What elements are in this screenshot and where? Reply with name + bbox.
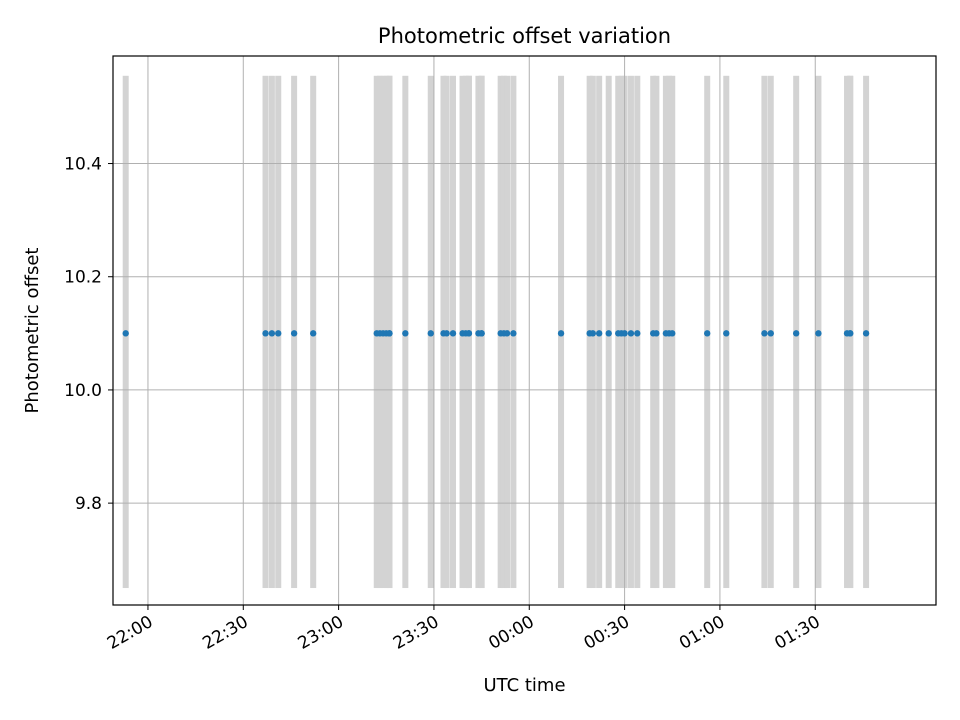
data-point <box>386 330 393 337</box>
grid-lines <box>113 56 936 605</box>
data-point <box>465 330 473 337</box>
data-point <box>653 330 660 337</box>
data-point <box>767 330 774 337</box>
data-point <box>723 330 730 337</box>
y-axis-ticks: 9.8 10.0 10.2 10.4 <box>64 155 113 514</box>
data-points <box>122 330 870 337</box>
y-tick-label: 10.0 <box>64 381 102 401</box>
data-point <box>275 330 282 337</box>
data-point <box>761 330 768 337</box>
y-tick-label: 10.4 <box>64 155 102 175</box>
data-point <box>704 330 711 337</box>
data-point <box>557 330 565 337</box>
exposure-bands <box>122 75 870 589</box>
data-point <box>290 330 298 337</box>
plot-area-frame <box>112 55 937 606</box>
x-tick-label: 23:30 <box>390 612 442 654</box>
data-point <box>478 330 485 337</box>
data-point <box>792 330 800 337</box>
x-axis-ticks: 22:00 22:30 23:00 23:30 00:00 00:30 01:00 01:30 <box>104 605 824 654</box>
data-point <box>847 330 854 337</box>
x-tick-label: 23:00 <box>295 612 347 654</box>
y-axis-label: Photometric offset <box>22 248 43 414</box>
data-point <box>268 330 276 337</box>
x-tick-label: 00:30 <box>581 612 633 654</box>
data-point <box>503 330 511 337</box>
data-point <box>862 330 870 337</box>
data-point <box>669 330 676 337</box>
x-tick-label: 00:00 <box>485 612 537 654</box>
data-point <box>309 330 317 337</box>
data-point <box>427 330 434 337</box>
data-point <box>627 330 635 337</box>
data-point <box>262 330 269 337</box>
data-point <box>589 330 597 337</box>
data-point <box>634 330 641 337</box>
x-axis-label: UTC time <box>483 675 565 696</box>
y-tick-label: 10.2 <box>64 268 102 288</box>
x-tick-label: 22:30 <box>199 612 251 654</box>
x-tick-label: 01:00 <box>676 612 728 654</box>
x-tick-label: 22:00 <box>104 612 156 654</box>
data-point <box>621 330 628 337</box>
data-point <box>510 330 517 337</box>
data-point <box>402 330 409 337</box>
data-point <box>122 330 129 337</box>
data-point <box>605 330 612 337</box>
x-tick-label: 01:30 <box>771 612 823 654</box>
data-point <box>815 330 822 337</box>
data-point <box>449 330 457 337</box>
y-tick-label: 9.8 <box>75 494 102 514</box>
data-point <box>443 330 450 337</box>
chart-title: Photometric offset variation <box>378 24 671 48</box>
data-point <box>595 330 603 337</box>
